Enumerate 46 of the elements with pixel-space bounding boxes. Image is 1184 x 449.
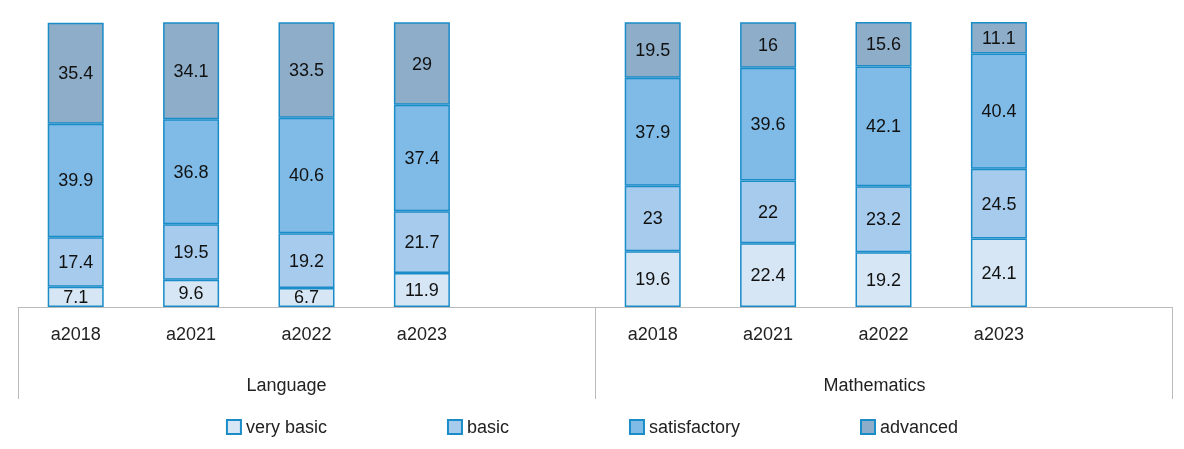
data-label: 29 [411, 53, 432, 74]
legend-label: very basic [245, 417, 327, 437]
text: Language [246, 375, 327, 395]
data-label: 22.4 [750, 265, 786, 286]
data-label: 19.2 [865, 269, 902, 290]
x-tick-label: a2022 [281, 324, 332, 344]
data-label: 15.6 [865, 34, 902, 55]
data-label: 39.9 [58, 170, 94, 191]
data-label: 40.6 [288, 165, 325, 186]
data-label: 39.6 [750, 114, 786, 135]
data-label: 6.7 [293, 287, 320, 308]
data-label: 35.4 [58, 63, 94, 84]
data-label: 17.4 [58, 252, 94, 273]
x-tick-label: a2018 [627, 324, 678, 344]
legend-label: advanced [880, 417, 959, 437]
x-tick-label: a2023 [973, 324, 1024, 344]
x-tick-label: a2022 [858, 324, 909, 344]
data-label: 16 [758, 35, 779, 56]
data-label: 19.5 [635, 40, 671, 61]
data-label: 36.8 [173, 161, 209, 182]
data-label: 33.5 [288, 59, 325, 80]
x-tick-label: a2021 [743, 324, 794, 344]
data-label: 7.1 [63, 286, 89, 307]
data-label: 9.6 [178, 283, 204, 304]
data-label: 37.4 [404, 148, 440, 169]
data-label: 21.7 [404, 232, 440, 253]
data-label: 24.1 [981, 262, 1017, 283]
data-label: 34.1 [173, 60, 209, 81]
data-label: 19.2 [288, 250, 325, 271]
data-label: 22 [758, 201, 779, 222]
data-label: 42.1 [865, 116, 902, 137]
data-label: 11.1 [982, 27, 1016, 48]
data-label: 19.6 [635, 269, 671, 290]
x-tick-label: a2021 [166, 324, 217, 344]
data-label: 11.9 [405, 280, 439, 301]
legend-label: satisfactory [648, 417, 741, 437]
x-tick-label: a2023 [396, 324, 447, 344]
x-tick-label: a2018 [50, 324, 101, 344]
data-label: 37.9 [635, 121, 671, 142]
data-label: 24.5 [981, 193, 1017, 214]
data-label: 23.2 [865, 209, 902, 230]
data-label: 40.4 [981, 101, 1017, 122]
legend-label: basic [466, 417, 509, 437]
data-label: 19.5 [173, 241, 209, 262]
data-label: 23 [642, 208, 663, 229]
text: Mathematics [823, 375, 926, 395]
